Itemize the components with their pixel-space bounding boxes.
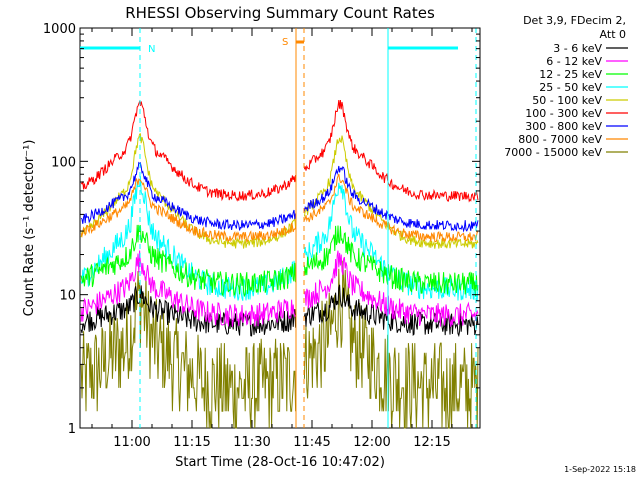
legend-entry-label: 7000 - 15000 keV [504,146,602,159]
y-axis-label: Count Rate (s⁻¹ detector⁻¹) [22,140,37,317]
legend-entry-label: 3 - 6 keV [553,42,602,55]
x-tick-label: 11:15 [173,435,210,450]
night-marker-label: N [148,44,155,55]
legend-entry-label: 300 - 800 keV [525,120,602,133]
series-line [80,173,479,244]
series-line [80,260,479,429]
x-tick-label: 12:15 [413,435,450,450]
date-stamp: 1-Sep-2022 15:18 [564,465,636,474]
x-tick-label: 11:00 [113,435,150,450]
legend-entry-label: 6 - 12 keV [546,55,602,68]
legend-entry-label: 25 - 50 keV [539,81,602,94]
series-line [80,224,479,298]
saa-marker-label: S [282,37,288,48]
legend-entry-label: 800 - 7000 keV [518,133,602,146]
chart-title: RHESSI Observing Summary Count Rates [125,4,435,22]
y-tick-label: 10 [59,289,76,304]
marker-layer: NS [80,28,477,428]
x-tick-label: 11:45 [293,435,330,450]
series-line [80,161,479,233]
x-axis-label: Start Time (28-Oct-16 10:47:02) [175,455,385,470]
y-tick-label: 1 [68,422,76,437]
y-tick-label: 1000 [43,22,76,37]
x-tick-label: 12:00 [353,435,390,450]
legend-header-line-1: Det 3,9, FDecim 2, [523,14,626,27]
plot-frame [79,27,481,429]
series-line [80,250,479,327]
series-line [80,284,479,338]
axis-layer: 11:00 11:15 11:30 11:45 12:00 12:15 1 10 100 1000 [43,22,480,450]
legend-header-line-2: Att 0 [600,28,626,41]
y-tick-label: 100 [51,155,76,170]
x-tick-label: 11:30 [233,435,270,450]
series-line [80,99,479,203]
legend-entry-label: 50 - 100 keV [532,94,602,107]
legend-entry-label: 100 - 300 keV [525,107,602,120]
data-layer [80,99,479,429]
legend-entry-label: 12 - 25 keV [539,68,602,81]
